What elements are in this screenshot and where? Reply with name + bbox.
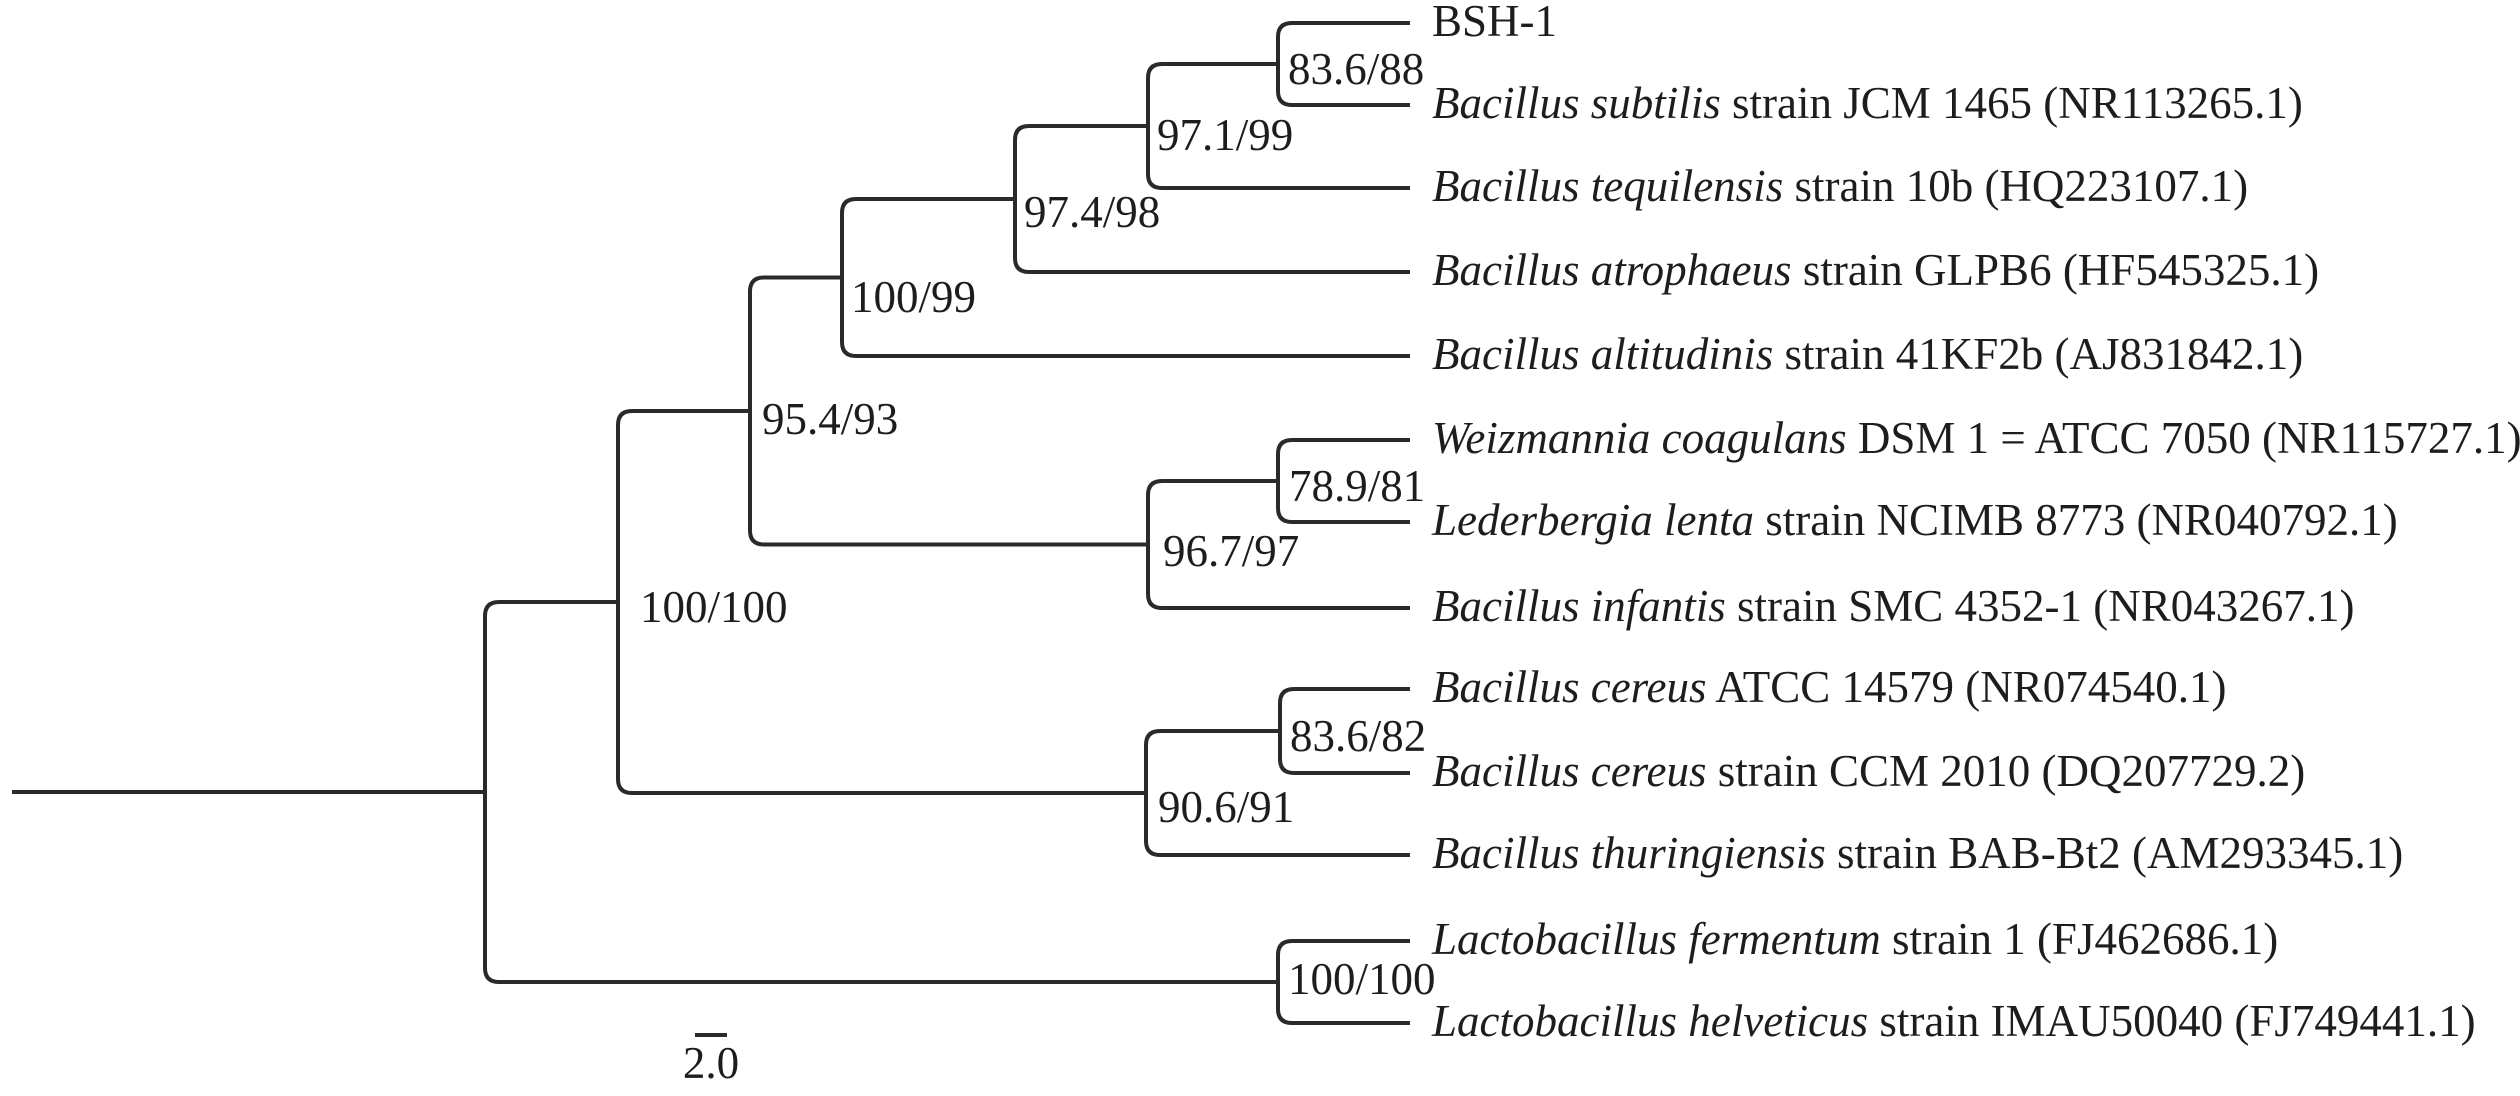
- taxon-label: Lactobacillus helveticus strain IMAU5004…: [1431, 996, 2476, 1046]
- support-value-label: 83.6/82: [1290, 711, 1426, 761]
- taxon-label: BSH-1: [1432, 0, 1557, 46]
- support-value-label: 95.4/93: [762, 394, 898, 444]
- taxon-label: Lederbergia lenta strain NCIMB 8773 (NR0…: [1431, 495, 2398, 545]
- support-value-label: 100/100: [1288, 954, 1436, 1004]
- support-labels: 83.6/88 97.1/99 97.4/98 100/99 78.9/81 96.7/9…: [640, 44, 1436, 1004]
- scale-bar-group: 2.0: [683, 1033, 739, 1088]
- taxon-label: Bacillus tequilensis strain 10b (HQ22310…: [1432, 161, 2248, 211]
- taxon-labels: BSH-1 Bacillus subtilis strain JCM 1465 (…: [1431, 0, 2520, 1046]
- support-value-label: 100/99: [851, 272, 976, 322]
- support-value-label: 78.9/81: [1289, 461, 1425, 511]
- taxon-label: Lactobacillus fermentum strain 1 (FJ4626…: [1431, 914, 2278, 964]
- support-value-label: 83.6/88: [1288, 44, 1424, 94]
- taxon-label: Bacillus infantis strain SMC 4352-1 (NR0…: [1432, 581, 2355, 631]
- support-value-label: 90.6/91: [1158, 782, 1294, 832]
- taxon-label: Bacillus atrophaeus strain GLPB6 (HF5453…: [1432, 245, 2319, 295]
- support-value-label: 97.4/98: [1024, 187, 1160, 237]
- taxon-label: Bacillus cereus ATCC 14579 (NR074540.1): [1432, 662, 2227, 712]
- support-value-label: 96.7/97: [1163, 526, 1299, 576]
- tree-branches: [12, 21, 1410, 1025]
- support-value-label: 97.1/99: [1157, 110, 1293, 160]
- taxon-label: Bacillus cereus strain CCM 2010 (DQ20772…: [1432, 746, 2305, 796]
- support-value-label: 100/100: [640, 582, 788, 632]
- scale-bar-label: 2.0: [683, 1038, 739, 1088]
- taxon-label: Bacillus thuringiensis strain BAB-Bt2 (A…: [1432, 828, 2403, 878]
- taxon-label: Weizmannia coagulans DSM 1 = ATCC 7050 (…: [1432, 413, 2520, 463]
- taxon-label: Bacillus altitudinis strain 41KF2b (AJ83…: [1432, 329, 2303, 379]
- taxon-label: Bacillus subtilis strain JCM 1465 (NR113…: [1432, 78, 2303, 128]
